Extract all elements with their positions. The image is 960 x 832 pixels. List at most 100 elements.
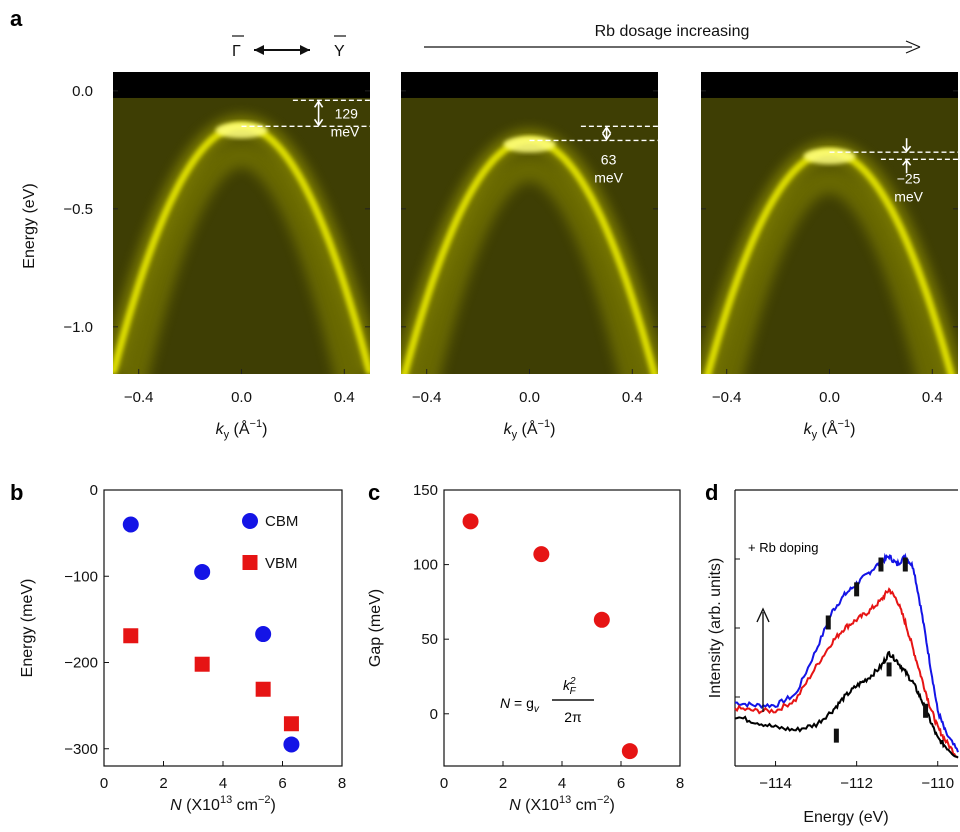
cbm-point <box>255 626 272 643</box>
xtick-label: −0.4 <box>124 389 154 406</box>
panel-a-ylabel: Energy (eV) <box>21 183 38 268</box>
xlabel: N (X1013 cm−2) <box>509 794 615 814</box>
vbm-point <box>194 656 210 672</box>
arpes-dark-band <box>401 72 658 98</box>
gap-arrow-head <box>901 159 912 166</box>
ytick-label: 150 <box>413 482 438 499</box>
rb-dosage-header: Rb dosage increasing <box>595 23 750 40</box>
ytick-label: −100 <box>64 568 98 585</box>
formula-gsub: v <box>534 704 540 715</box>
xtick-label: 0.0 <box>231 389 252 406</box>
gap-arrow-head <box>313 118 324 127</box>
peak-marker <box>878 557 884 572</box>
xtick-label: 0 <box>100 775 108 792</box>
cbm-point <box>283 736 300 753</box>
xtick-label: 0 <box>440 775 448 792</box>
xtick-label: 2 <box>499 775 507 792</box>
gap-unit: meV <box>331 123 360 139</box>
gap-value: −25 <box>897 170 921 186</box>
arpes-dark-band <box>113 72 370 98</box>
gap-point <box>621 743 638 760</box>
arpes-dark-band <box>701 72 958 98</box>
y-label: Y <box>334 43 345 60</box>
peak-marker <box>833 728 839 743</box>
spectrum-line-3 <box>734 650 959 759</box>
svg-text:k2F: k2 F <box>563 676 577 697</box>
ytick-label: 0 <box>90 482 98 499</box>
panel-c-letter: c <box>368 480 380 505</box>
ytick-label: −200 <box>64 655 98 672</box>
gap-arrow-head <box>901 145 912 153</box>
xtick-label: 4 <box>219 775 227 792</box>
formula-num: k <box>563 677 571 693</box>
arpes-band-top <box>503 136 556 153</box>
xtick-label: 6 <box>278 775 286 792</box>
ytick-label: −300 <box>64 741 98 758</box>
xtick-label: 8 <box>338 775 346 792</box>
xtick-label: 0.4 <box>622 389 643 406</box>
xtick-label: −0.4 <box>712 389 742 406</box>
doping-arrow-head <box>756 607 770 623</box>
arrow-left-head <box>254 45 264 55</box>
gap-point <box>593 611 610 628</box>
cbm-point <box>194 563 211 580</box>
legend-vbm-label: VBM <box>265 555 298 572</box>
ytick-label: 50 <box>421 631 438 648</box>
xtick-label: 0.0 <box>819 389 840 406</box>
plot-frame <box>443 489 681 767</box>
formula-n: N <box>500 695 511 711</box>
arpes-inner-band <box>122 141 361 374</box>
density-formula: N = gv k2 F 2π <box>500 676 594 725</box>
xlabel: ky (Å−1) <box>804 418 856 441</box>
gamma-label: Γ <box>232 43 241 60</box>
peak-marker <box>854 582 860 597</box>
arpes-band-top <box>803 148 856 165</box>
ylabel: Energy (meV) <box>19 579 36 678</box>
gap-unit: meV <box>894 188 923 204</box>
cbm-point <box>122 516 139 533</box>
formula-numsup: 2 <box>569 676 576 687</box>
formula-numsub: F <box>570 686 577 697</box>
gap-value: 129 <box>335 105 359 121</box>
xlabel: ky (Å−1) <box>504 418 556 441</box>
panel-b-letter: b <box>10 480 23 505</box>
xlabel: N (X1013 cm−2) <box>170 794 276 814</box>
gap-unit: meV <box>594 169 623 185</box>
legend-vbm-marker <box>242 555 258 570</box>
arpes-panel-2 <box>401 72 658 374</box>
gap-point <box>533 546 550 563</box>
xtick-label: 2 <box>159 775 167 792</box>
ytick-label: −0.5 <box>63 201 93 218</box>
xlabel: Energy (eV) <box>803 809 888 826</box>
panel-d-spectra: + Rb doping −114 −112 −110 Intensity (arb. … <box>707 489 959 826</box>
xtick-label: 6 <box>617 775 625 792</box>
gap-point <box>462 513 479 530</box>
gap-arrow-head <box>601 125 612 134</box>
panel-a-arpes: −0.4 0.0 0.4 0.0 −0.5 −1.0 ky (Å−1) 129 meV −0.4 0… <box>63 72 958 441</box>
rb-doping-label: + Rb doping <box>748 540 818 555</box>
ylabel: Intensity (arb. units) <box>707 558 724 699</box>
arpes-panel-3 <box>701 72 958 374</box>
xtick-label: 4 <box>558 775 566 792</box>
ytick-label: 0 <box>430 706 438 723</box>
peak-marker <box>923 703 929 718</box>
legend-cbm-marker <box>242 513 258 529</box>
ytick-label: −1.0 <box>63 319 93 336</box>
vbm-point <box>255 681 271 697</box>
arpes-band-top <box>215 122 268 139</box>
vbm-point <box>123 628 139 644</box>
formula-eq: = g <box>510 695 534 711</box>
ytick-label: 0.0 <box>72 83 93 100</box>
panel-b-energy-plot: 0 2 4 6 8 0 −100 −200 −300 Energy (meV) N (X1013 c… <box>19 482 346 814</box>
xtick-label: −0.4 <box>412 389 442 406</box>
xtick-label: −110 <box>921 775 954 792</box>
arrow-right-head <box>300 45 310 55</box>
svg-text:N = gv: N = gv <box>500 695 540 715</box>
peak-marker <box>825 615 831 630</box>
ylabel: Gap (meV) <box>367 589 384 667</box>
formula-den: 2π <box>564 709 582 725</box>
ytick-label: 100 <box>413 557 438 574</box>
spectrum-line-2 <box>734 587 959 759</box>
